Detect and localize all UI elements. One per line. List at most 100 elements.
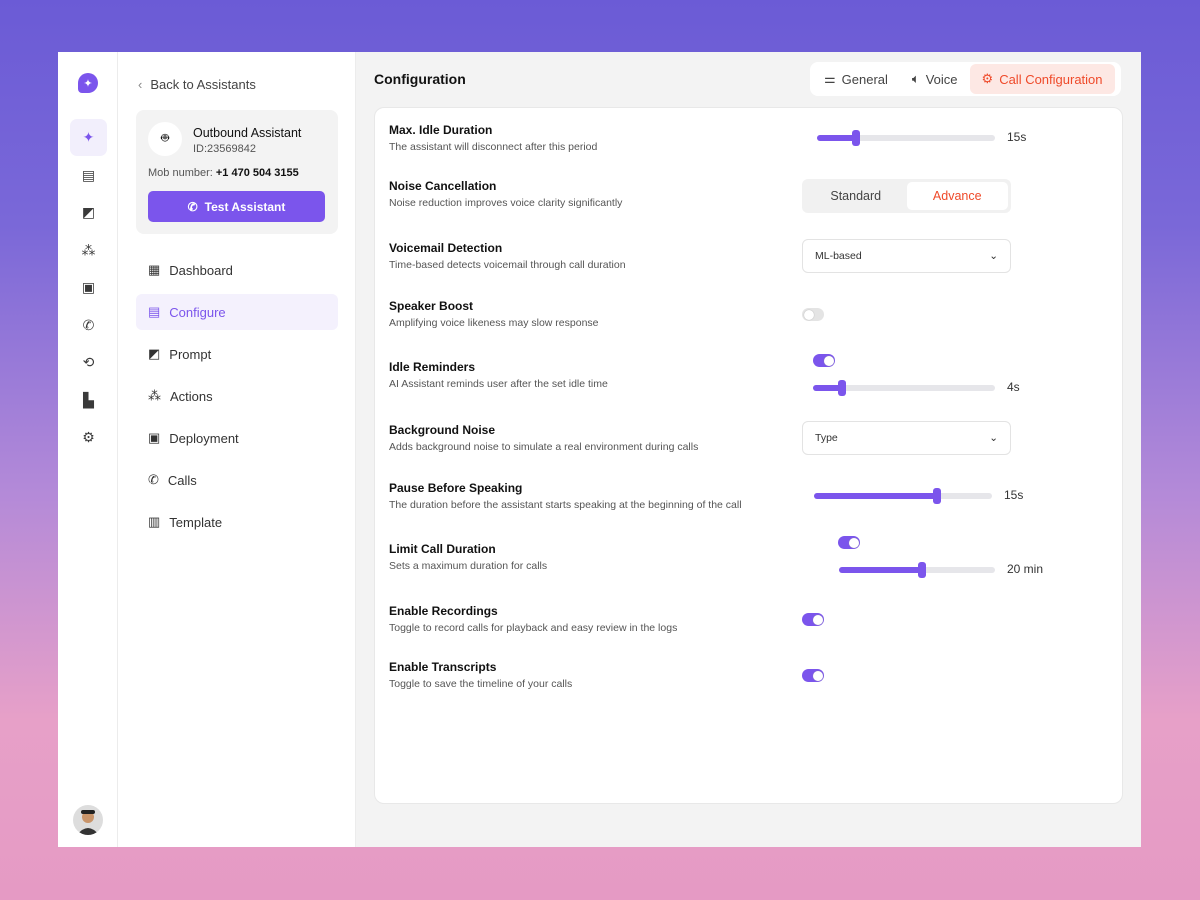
- speaker-toggle[interactable]: [802, 308, 824, 321]
- setting-trans: Enable Transcripts Toggle to save the tim…: [389, 660, 572, 690]
- slider-thumb[interactable]: [852, 130, 861, 146]
- back-link[interactable]: ‹ Back to Assistants: [138, 77, 256, 92]
- slider-thumb[interactable]: [917, 562, 926, 578]
- main-content: Configuration ⚌ General 🔈︎ Voice ⚙ Call Con…: [356, 52, 1141, 847]
- contact-icon: ▣: [148, 430, 161, 445]
- setting-description: Noise reduction improves voice clarity s…: [389, 197, 623, 209]
- setting-voicemail: Voicemail Detection Time-based detects vo…: [389, 241, 626, 271]
- book-icon[interactable]: ▤: [81, 167, 96, 183]
- test-assistant-label: Test Assistant: [204, 199, 286, 214]
- nav-label: Actions: [170, 388, 213, 404]
- pause-value: 15s: [1004, 488, 1024, 502]
- sliders-icon: ⚌: [824, 71, 836, 86]
- trans-toggle[interactable]: [802, 669, 824, 682]
- test-assistant-button[interactable]: ✆ Test Assistant: [148, 191, 325, 222]
- slider-thumb[interactable]: [838, 380, 847, 396]
- avatar[interactable]: [73, 805, 103, 835]
- setting-description: The assistant will disconnect after this…: [389, 141, 598, 153]
- idle-slider[interactable]: [817, 130, 995, 146]
- tab-label: General: [841, 71, 888, 87]
- sparkle-icon[interactable]: ✦: [70, 119, 107, 156]
- limit-slider[interactable]: [839, 562, 995, 578]
- setting-description: Toggle to record calls for playback and …: [389, 622, 678, 634]
- nodes-icon[interactable]: ⁂: [81, 242, 96, 258]
- logo-icon: ✦: [78, 73, 98, 93]
- setting-title: Speaker Boost: [389, 299, 474, 313]
- setting-title: Enable Recordings: [389, 604, 498, 618]
- tab-label: Voice: [925, 71, 958, 87]
- chevron-down-icon: ⌄: [989, 432, 998, 444]
- limit-toggle[interactable]: [838, 536, 860, 549]
- chevron-left-icon: ‹: [138, 77, 143, 92]
- select-value: ML-based: [815, 250, 862, 262]
- pause-slider[interactable]: [814, 488, 992, 504]
- layout-icon: ▥: [148, 514, 161, 529]
- app-window: ✦ ✦ ▤ ◩ ⁂ ▣ ✆ ⟲ ▙ ⚙ ‹ Back to Assistants …: [58, 52, 1141, 847]
- nav-actions[interactable]: ⁂ Actions: [136, 378, 338, 414]
- phone-icon: ✆: [187, 199, 198, 214]
- gear-icon: ⚙: [981, 71, 994, 86]
- activity-icon[interactable]: ◩: [81, 204, 96, 220]
- nav-dashboard[interactable]: ▦ Dashboard: [136, 252, 338, 288]
- select-value: Type: [815, 432, 838, 444]
- mob-label: Mob number:: [148, 167, 213, 179]
- mobile-number: Mob number: +1 470 504 3155: [148, 167, 299, 179]
- setting-title: Background Noise: [389, 423, 496, 437]
- activity-icon: ◩: [148, 346, 161, 361]
- setting-rec: Enable Recordings Toggle to record calls …: [389, 604, 677, 634]
- idle-value: 15s: [1007, 130, 1027, 144]
- contact-icon[interactable]: ▣: [81, 279, 96, 295]
- tab-call-configuration[interactable]: ⚙ Call Configuration: [969, 64, 1115, 94]
- setting-title: Idle Reminders: [389, 360, 476, 374]
- setting-title: Max. Idle Duration: [389, 123, 493, 137]
- setting-title: Limit Call Duration: [389, 542, 496, 556]
- assistant-card: 🤖︎ Outbound Assistant ID:23569842 Mob nu…: [136, 110, 338, 234]
- setting-pause: Pause Before Speaking The duration before…: [389, 481, 742, 511]
- phone-icon[interactable]: ✆: [82, 317, 95, 333]
- setting-description: Amplifying voice likeness may slow respo…: [389, 317, 599, 329]
- setting-title: Noise Cancellation: [389, 179, 497, 193]
- phone-icon: ✆: [148, 472, 159, 487]
- setting-title: Pause Before Speaking: [389, 481, 523, 495]
- reminders-toggle[interactable]: [813, 354, 835, 367]
- reminders-slider[interactable]: [813, 380, 995, 396]
- option-standard[interactable]: Standard: [830, 189, 882, 203]
- mob-value: +1 470 504 3155: [215, 167, 299, 179]
- rec-toggle[interactable]: [802, 613, 824, 626]
- nav-template[interactable]: ▥ Template: [136, 504, 338, 540]
- setting-description: Sets a maximum duration for calls: [389, 560, 548, 572]
- building-icon[interactable]: ▙: [83, 392, 94, 408]
- tab-voice[interactable]: 🔈︎ Voice: [900, 64, 970, 94]
- back-label: Back to Assistants: [150, 77, 256, 92]
- nav-deployment[interactable]: ▣ Deployment: [136, 420, 338, 456]
- setting-description: AI Assistant reminds user after the set …: [389, 378, 608, 390]
- setting-description: Toggle to save the timeline of your call…: [389, 678, 573, 690]
- voicemail-select[interactable]: ML-based ⌄: [802, 239, 1011, 273]
- nav-prompt[interactable]: ◩ Prompt: [136, 336, 338, 372]
- slider-thumb[interactable]: [932, 488, 941, 504]
- page-title: Configuration: [374, 71, 466, 87]
- nav-label: Calls: [167, 472, 197, 488]
- tab-label: Call Configuration: [999, 71, 1103, 87]
- reminders-value: 4s: [1007, 380, 1020, 394]
- setting-description: The duration before the assistant starts…: [389, 499, 742, 511]
- chevron-down-icon: ⌄: [989, 250, 998, 262]
- setting-description: Adds background noise to simulate a real…: [389, 441, 699, 453]
- gear-icon[interactable]: ⚙: [82, 429, 95, 445]
- nav-calls[interactable]: ✆ Calls: [136, 462, 338, 498]
- option-advance[interactable]: Advance: [906, 182, 1008, 210]
- tab-general[interactable]: ⚌ General: [812, 64, 900, 94]
- tab-bar: ⚌ General 🔈︎ Voice ⚙ Call Configuration: [810, 62, 1121, 96]
- nav-label: Dashboard: [169, 262, 233, 278]
- robot-icon: 🤖︎: [148, 122, 182, 156]
- limit-value: 20 min: [1007, 562, 1044, 576]
- share-icon[interactable]: ⟲: [82, 354, 95, 370]
- settings-card: Max. Idle Duration The assistant will dis…: [374, 107, 1123, 804]
- nav-label: Configure: [169, 304, 226, 320]
- background-noise-select[interactable]: Type ⌄: [802, 421, 1011, 455]
- grid-icon: ▦: [148, 262, 161, 277]
- nav-label: Deployment: [169, 430, 239, 446]
- nav-configure[interactable]: ▤ Configure: [136, 294, 338, 330]
- assistant-id: ID:23569842: [193, 143, 256, 155]
- setting-idle: Max. Idle Duration The assistant will dis…: [389, 123, 597, 153]
